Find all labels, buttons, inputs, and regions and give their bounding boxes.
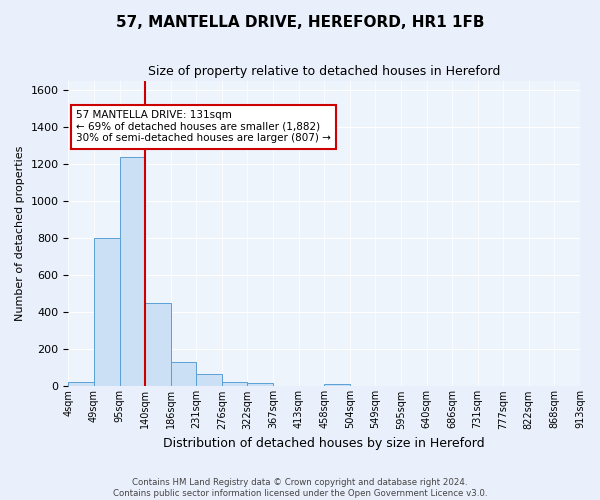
Bar <box>68 382 94 386</box>
Bar <box>196 374 222 386</box>
Bar <box>324 384 350 386</box>
Text: 57 MANTELLA DRIVE: 131sqm
← 69% of detached houses are smaller (1,882)
30% of se: 57 MANTELLA DRIVE: 131sqm ← 69% of detac… <box>76 110 331 144</box>
Text: Contains HM Land Registry data © Crown copyright and database right 2024.
Contai: Contains HM Land Registry data © Crown c… <box>113 478 487 498</box>
X-axis label: Distribution of detached houses by size in Hereford: Distribution of detached houses by size … <box>163 437 485 450</box>
Bar <box>119 156 145 386</box>
Text: 57, MANTELLA DRIVE, HEREFORD, HR1 1FB: 57, MANTELLA DRIVE, HEREFORD, HR1 1FB <box>116 15 484 30</box>
Bar <box>171 362 196 386</box>
Y-axis label: Number of detached properties: Number of detached properties <box>15 146 25 321</box>
Bar <box>94 238 119 386</box>
Bar <box>247 383 273 386</box>
Bar <box>222 382 247 386</box>
Title: Size of property relative to detached houses in Hereford: Size of property relative to detached ho… <box>148 65 500 78</box>
Bar <box>145 303 171 386</box>
